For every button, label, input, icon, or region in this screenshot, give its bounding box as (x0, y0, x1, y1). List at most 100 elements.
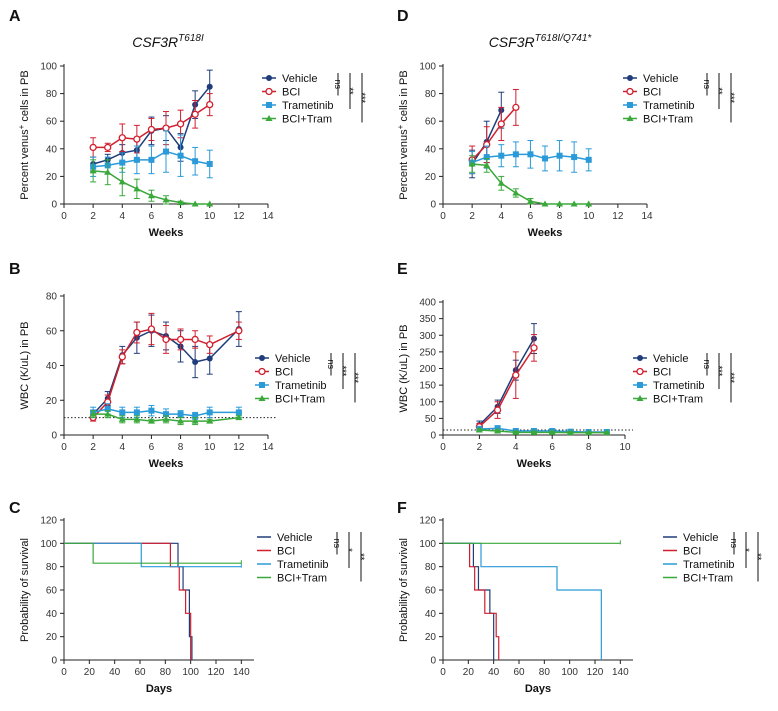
data-point (89, 143, 97, 152)
data-point (162, 124, 170, 132)
legend-marker (637, 382, 643, 388)
series-line (471, 106, 517, 161)
y-tick-label: 100 (419, 539, 436, 550)
y-tick-label: 20 (46, 172, 58, 183)
y-tick-label: 400 (419, 298, 436, 309)
significance-brackets: ns*** (729, 532, 763, 582)
y-axis-label: Probability of survival (398, 538, 410, 642)
y-tick-label: 60 (46, 117, 58, 128)
data-point (89, 167, 97, 174)
x-tick-label: 4 (120, 211, 126, 222)
data-point (133, 135, 141, 143)
legend-marker (259, 355, 265, 361)
x-tick-label: 40 (109, 667, 121, 678)
x-tick-label: 60 (513, 667, 525, 678)
data-point (570, 200, 578, 207)
significance-label: ns (702, 359, 712, 369)
data-point (147, 125, 156, 134)
x-tick-label: 10 (583, 211, 595, 222)
data-point (162, 415, 170, 422)
y-tick-label: 40 (425, 609, 437, 620)
x-tick-label: 40 (488, 667, 500, 678)
panel-letter: B (9, 261, 21, 278)
data-point (163, 411, 169, 418)
survival-curve (64, 542, 242, 564)
data-point (119, 409, 126, 416)
legend-marker (266, 102, 272, 108)
x-tick-label: 14 (262, 211, 274, 222)
data-point (603, 429, 611, 436)
data-point (526, 197, 534, 204)
y-tick-label: 200 (419, 364, 436, 375)
data-point (118, 415, 126, 422)
y-tick-label: 80 (46, 562, 58, 573)
legend-label: BCI (282, 87, 300, 99)
significance-label: ** (356, 553, 366, 561)
survival-curve (443, 542, 495, 660)
data-point (192, 359, 199, 366)
y-tick-label: 50 (425, 414, 437, 425)
y-tick-label: 60 (425, 117, 437, 128)
legend-label: BCI+Tram (643, 114, 693, 126)
panel-c: C 0 20 40 60 80 100 120 140 0 20 40 60 80 100 120 Days Pr… (9, 500, 366, 695)
data-point (206, 417, 214, 424)
x-tick-label: 20 (84, 667, 96, 678)
y-tick-label: 150 (419, 381, 436, 392)
y-tick-label: 20 (46, 632, 58, 643)
data-point (498, 152, 505, 159)
data-point (206, 100, 214, 109)
data-point (104, 405, 111, 412)
y-axis-label: Probability of survival (19, 538, 31, 642)
series-line (92, 408, 239, 417)
x-tick-label: 0 (61, 442, 67, 453)
series-bci (89, 93, 214, 158)
survival-curve (64, 542, 192, 660)
data-point (483, 154, 490, 161)
x-tick-label: 2 (90, 211, 96, 222)
x-tick-label: 4 (499, 211, 505, 222)
data-point (206, 340, 214, 349)
data-point (468, 160, 476, 167)
data-point (118, 178, 126, 185)
legend-label: Trametinib (277, 559, 329, 571)
legend-label: Vehicle (653, 353, 688, 365)
data-point (133, 328, 141, 337)
significance-label: * (741, 548, 751, 552)
significance-label: ns (326, 359, 336, 369)
significance-label: *** (350, 372, 360, 383)
significance-label: ** (753, 553, 763, 561)
x-tick-label: 10 (204, 442, 216, 453)
data-point (192, 158, 199, 165)
data-point (162, 335, 170, 344)
x-tick-label: 12 (612, 211, 624, 222)
legend-label: Trametinib (643, 100, 695, 112)
y-tick-label: 0 (51, 200, 57, 211)
y-tick-label: 100 (40, 539, 57, 550)
x-tick-label: 10 (619, 442, 631, 453)
data-point (206, 409, 213, 416)
data-point (191, 417, 199, 424)
y-axis-label: Percent venus+ cells in PB (17, 70, 31, 199)
legend-label: BCI (277, 546, 295, 558)
significance-label: ** (345, 87, 355, 95)
significance-label: ns (729, 538, 739, 548)
panel-letter: C (9, 500, 21, 517)
data-point (235, 327, 243, 335)
x-tick-label: 0 (440, 211, 446, 222)
panel-letter: D (397, 8, 409, 25)
x-tick-label: 2 (469, 211, 475, 222)
data-point (556, 200, 564, 207)
series-bci (89, 312, 243, 422)
y-tick-label: 120 (419, 516, 436, 527)
series-line (92, 328, 240, 419)
y-tick-label: 80 (46, 89, 58, 100)
survival-curve (443, 542, 602, 660)
legend-label: Trametinib (275, 380, 327, 392)
series-bci (475, 334, 538, 431)
x-tick-label: 12 (233, 442, 245, 453)
x-tick-label: 8 (557, 211, 563, 222)
legend-label: BCI (643, 87, 661, 99)
